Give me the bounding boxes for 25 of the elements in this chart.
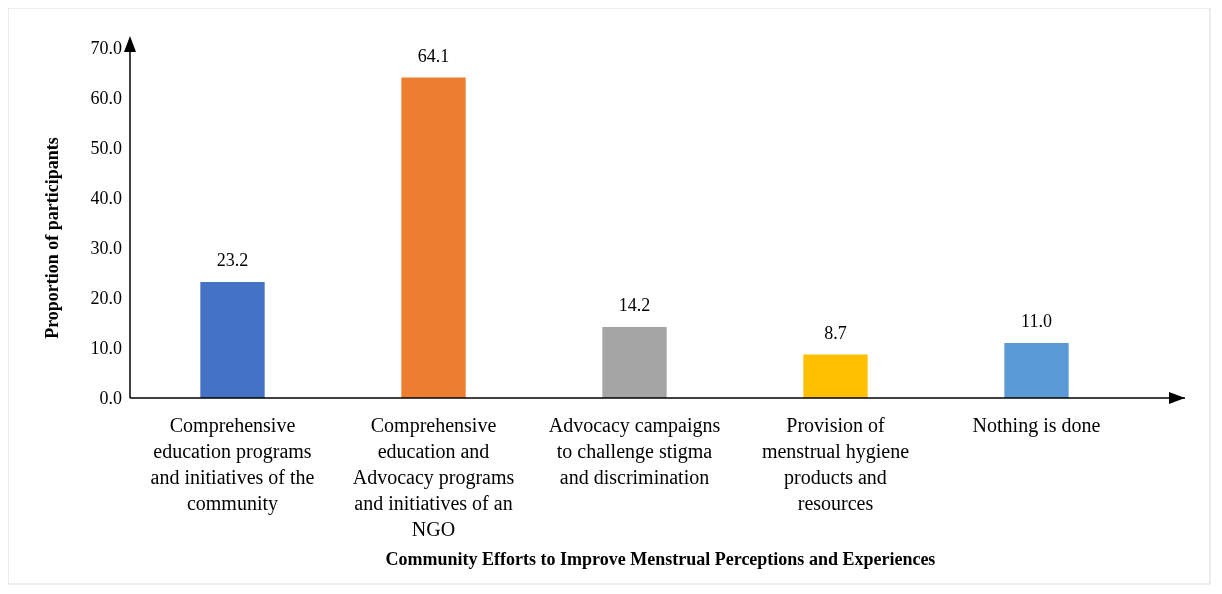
y-tick-label: 60.0 [90, 88, 122, 109]
data-label: 23.2 [216, 250, 249, 270]
x-tick-label: Nothing is done [972, 414, 1101, 437]
x-tick-label: Comprehensive education programs and initiatives of the community [150, 414, 315, 515]
data-label: 8.7 [824, 322, 847, 343]
y-tick-label: 10.0 [90, 338, 122, 359]
bar [401, 77, 466, 398]
text: Community Efforts to Improve Menstrual Perceptions and Experiences [385, 549, 936, 569]
y-tick-label: 70.0 [90, 38, 122, 59]
bar [803, 354, 868, 398]
y-tick-label: 40.0 [90, 188, 122, 209]
y-axis-title: Proportion of participants [42, 137, 62, 339]
y-tick-label: 0.0 [99, 388, 122, 409]
bar [602, 327, 667, 398]
bar [1004, 343, 1069, 398]
y-tick-label: 50.0 [90, 138, 122, 159]
data-label: 11.0 [1021, 311, 1052, 331]
data-label: 64.1 [417, 45, 450, 66]
y-tick-label: 20.0 [90, 288, 122, 309]
y-tick-label: 30.0 [90, 238, 122, 259]
x-tick-label: Provision of menstrual hygiene products and resources [761, 414, 910, 514]
bar [200, 282, 265, 398]
x-tick-label: Comprehensive education and Advocacy programs and initiatives of an NGO [352, 414, 515, 540]
x-tick-label: Advocacy campaigns to challenge stigma and discrimination [548, 414, 721, 488]
data-label: 14.2 [618, 295, 651, 315]
